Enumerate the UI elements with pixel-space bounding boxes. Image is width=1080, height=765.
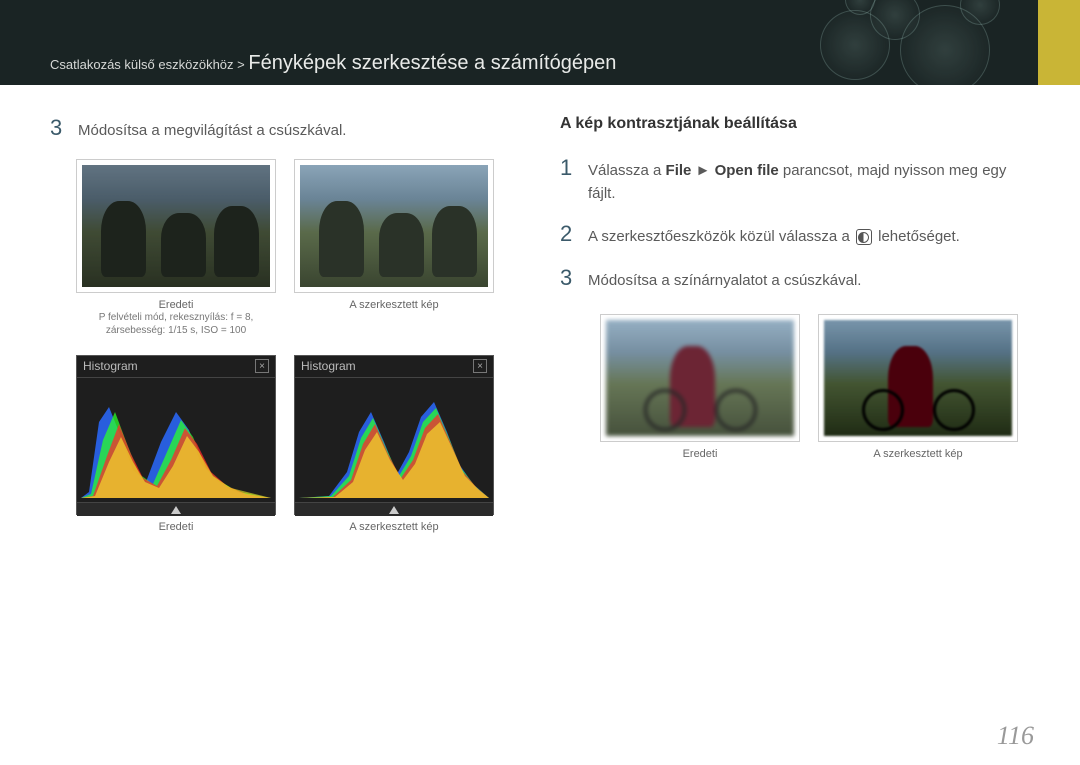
triangle-icon (389, 506, 399, 514)
section-heading: A kép kontrasztjának beállítása (560, 115, 1030, 133)
histogram-original-wrapper: Histogram × Eredeti (76, 355, 276, 533)
page-number: 116 (997, 721, 1034, 751)
histogram-original: Histogram × (76, 355, 276, 515)
original-image (76, 159, 276, 293)
histogram-header: Histogram × (77, 356, 275, 378)
close-icon[interactable]: × (255, 359, 269, 373)
right-step-1: 1 Válassza a File ► Open file parancsot,… (560, 155, 1030, 205)
step-number: 3 (560, 265, 578, 291)
original-image-box: Eredeti (600, 314, 800, 460)
original-subcaption-2: zársebesség: 1/15 s, ISO = 100 (76, 324, 276, 337)
histogram-edited-caption: A szerkesztett kép (294, 521, 494, 533)
header-bokeh-decoration (810, 0, 1030, 85)
histogram-label: Histogram (301, 359, 356, 373)
content-area: 3 Módosítsa a megvilágítást a csúszkával… (0, 85, 1080, 553)
breadcrumb-prefix: Csatlakozás külső eszközökhöz > (50, 57, 248, 72)
original-caption: Eredeti (600, 448, 800, 460)
edited-image-box: A szerkesztett kép (294, 159, 494, 337)
triangle-icon (171, 506, 181, 514)
histogram-body (295, 378, 493, 502)
step-text: Módosítsa a megvilágítást a csúszkával. (78, 120, 346, 143)
original-caption: Eredeti (76, 299, 276, 311)
histogram-footer (295, 502, 493, 516)
histogram-label: Histogram (83, 359, 138, 373)
edited-caption: A szerkesztett kép (294, 299, 494, 311)
right-column: A kép kontrasztjának beállítása 1 Válass… (560, 115, 1030, 533)
histogram-edited: Histogram × (294, 355, 494, 515)
histogram-body (77, 378, 275, 502)
histogram-footer (77, 502, 275, 516)
contrast-image-pair: Eredeti A szerkesztett kép (600, 314, 1030, 460)
step-number: 3 (50, 115, 68, 141)
edited-image (294, 159, 494, 293)
right-step-3: 3 Módosítsa a színárnyalatot a csúszkáva… (560, 265, 1030, 293)
close-icon[interactable]: × (473, 359, 487, 373)
histogram-header: Histogram × (295, 356, 493, 378)
left-step-3: 3 Módosítsa a megvilágítást a csúszkával… (50, 115, 520, 143)
page-title: Fényképek szerkesztése a számítógépen (248, 52, 616, 74)
edited-image-box: A szerkesztett kép (818, 314, 1018, 460)
header-accent-strip (1038, 0, 1080, 85)
original-subcaption-1: P felvételi mód, rekesznyílás: f = 8, (76, 311, 276, 324)
edited-image (818, 314, 1018, 442)
original-image-box: Eredeti P felvételi mód, rekesznyílás: f… (76, 159, 276, 337)
step-text: Módosítsa a színárnyalatot a csúszkával. (588, 270, 861, 293)
left-column: 3 Módosítsa a megvilágítást a csúszkával… (50, 115, 520, 533)
histogram-original-caption: Eredeti (76, 521, 276, 533)
page-header: Csatlakozás külső eszközökhöz > Fényképe… (0, 0, 1080, 85)
exposure-image-pair: Eredeti P felvételi mód, rekesznyílás: f… (76, 159, 520, 337)
step-number: 1 (560, 155, 578, 181)
edited-caption: A szerkesztett kép (818, 448, 1018, 460)
step-number: 2 (560, 221, 578, 247)
breadcrumb: Csatlakozás külső eszközökhöz > Fényképe… (50, 52, 616, 75)
contrast-icon (856, 229, 872, 245)
right-step-2: 2 A szerkesztőeszközök közül válassza a … (560, 221, 1030, 249)
histogram-pair: Histogram × Eredeti (76, 355, 520, 533)
step-text: A szerkesztőeszközök közül válassza a le… (588, 226, 960, 249)
step-text: Válassza a File ► Open file parancsot, m… (588, 160, 1030, 205)
histogram-edited-wrapper: Histogram × A szerkesztett kép (294, 355, 494, 533)
original-image (600, 314, 800, 442)
